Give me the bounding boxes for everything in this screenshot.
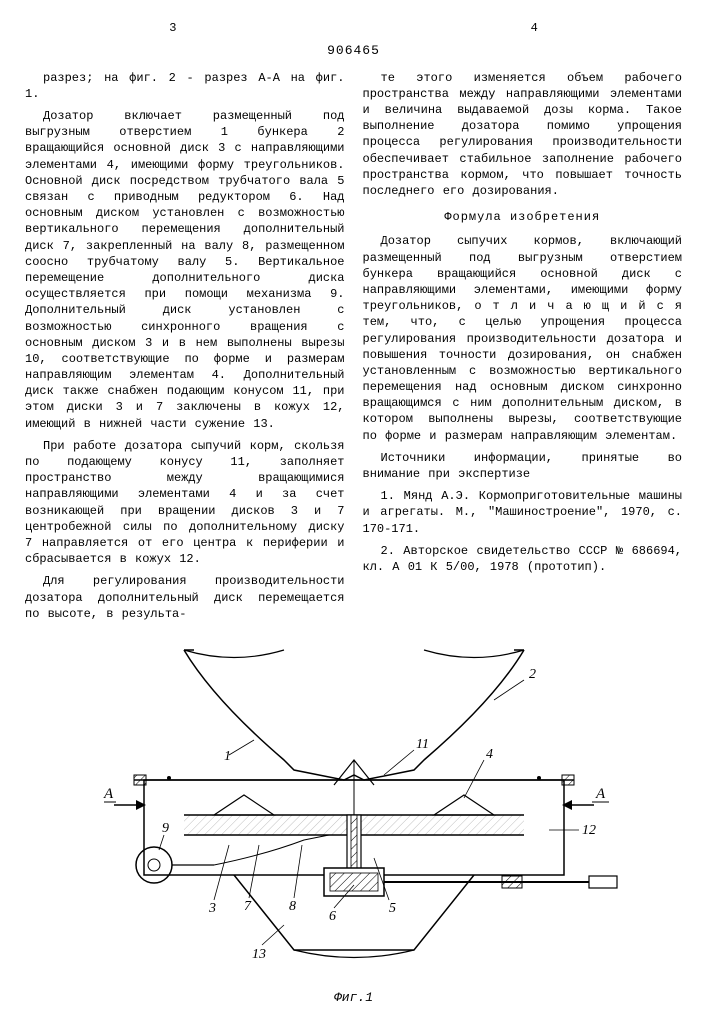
callout-11: 11 — [416, 737, 429, 752]
source-item: 2. Авторское свидетельство СССР № 686694… — [363, 543, 683, 575]
paragraph: При работе дозатора сыпучий корм, скольз… — [25, 438, 345, 568]
callout-1: 1 — [224, 749, 231, 764]
paragraph: Для регулирования производительности доз… — [25, 573, 345, 622]
paragraph: Дозатор включает размещенный под выгрузн… — [25, 108, 345, 432]
right-column: те этого изменяется объем рабочего прост… — [363, 70, 683, 628]
paragraph: разрез; на фиг. 2 - разрез А-А на фиг. 1… — [25, 70, 345, 102]
page-number-left: 3 — [25, 20, 321, 36]
callout-4: 4 — [486, 747, 493, 762]
page-number-right: 4 — [386, 20, 682, 36]
figure-1: 1 2 3 4 5 6 7 8 9 11 12 13 A A Фиг.1 — [25, 640, 682, 1007]
formula-text: Дозатор сыпучих кормов, включающий разме… — [363, 233, 683, 443]
formula-heading: Формула изобретения — [363, 209, 683, 225]
paragraph: те этого изменяется объем рабочего прост… — [363, 70, 683, 200]
figure-label: Фиг.1 — [25, 989, 682, 1007]
callout-5: 5 — [389, 901, 396, 916]
source-item: 1. Мянд А.Э. Кормоприготовительные машин… — [363, 488, 683, 537]
callout-12: 12 — [582, 823, 596, 838]
left-column: разрез; на фиг. 2 - разрез А-А на фиг. 1… — [25, 70, 345, 628]
callout-9: 9 — [162, 821, 169, 836]
figure-svg: 1 2 3 4 5 6 7 8 9 11 12 13 A A — [34, 640, 674, 980]
callout-8: 8 — [289, 899, 296, 914]
callout-7: 7 — [244, 899, 252, 914]
callout-3: 3 — [208, 901, 216, 916]
callout-13: 13 — [252, 947, 266, 962]
document-number: 906465 — [25, 42, 682, 60]
sources-heading: Источники информации, принятые во вниман… — [363, 450, 683, 482]
section-a-right: A — [595, 786, 606, 802]
callout-6: 6 — [329, 909, 336, 924]
callout-2: 2 — [529, 667, 536, 682]
section-a-left: A — [103, 786, 114, 802]
